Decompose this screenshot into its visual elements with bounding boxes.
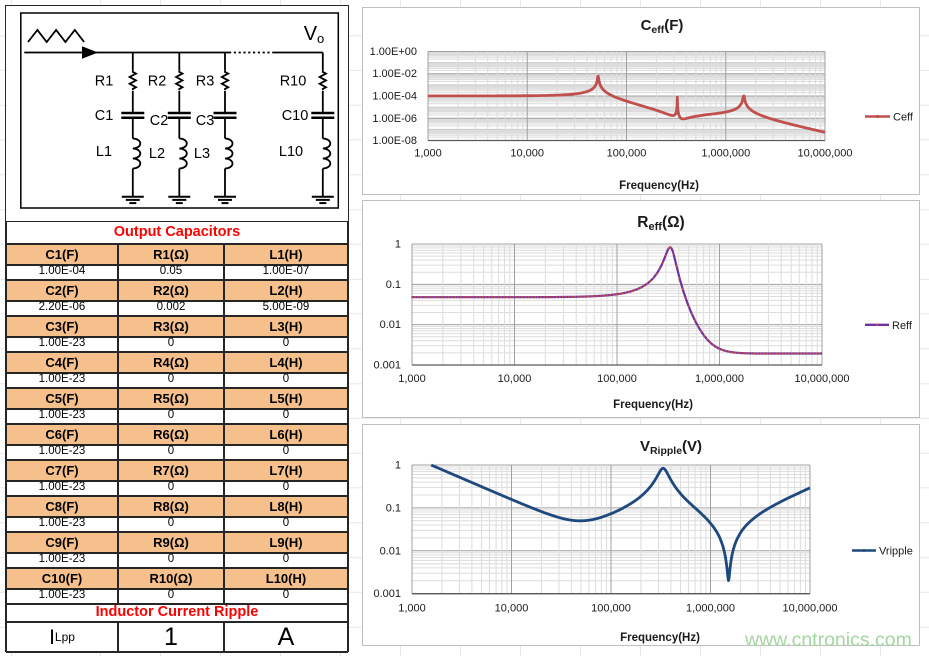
svg-text:0.1: 0.1 xyxy=(386,279,401,291)
svg-text:10,000: 10,000 xyxy=(510,148,544,160)
svg-text:10,000,000: 10,000,000 xyxy=(782,603,837,615)
svg-text:L2: L2 xyxy=(149,146,165,162)
svg-text:Frequency(Hz): Frequency(Hz) xyxy=(613,399,693,411)
svg-text:1,000: 1,000 xyxy=(398,603,426,615)
svg-text:Ceff(F): Ceff(F) xyxy=(641,17,684,36)
svg-text:Frequency(Hz): Frequency(Hz) xyxy=(620,632,700,644)
svg-text:C10: C10 xyxy=(282,108,309,124)
svg-text:0.01: 0.01 xyxy=(380,545,401,557)
svg-text:100,000: 100,000 xyxy=(607,148,647,160)
svg-text:100,000: 100,000 xyxy=(597,373,637,385)
svg-text:10,000: 10,000 xyxy=(498,373,532,385)
svg-text:L1: L1 xyxy=(96,144,112,160)
svg-text:R2: R2 xyxy=(148,74,167,90)
svg-text:1.00E-04: 1.00E-04 xyxy=(372,91,417,103)
svg-text:Reff: Reff xyxy=(892,320,913,332)
svg-text:1.00E-06: 1.00E-06 xyxy=(372,113,417,125)
svg-text:1,000,000: 1,000,000 xyxy=(695,373,744,385)
svg-text:1,000,000: 1,000,000 xyxy=(686,603,735,615)
svg-text:L3: L3 xyxy=(194,146,210,162)
svg-text:10,000: 10,000 xyxy=(495,603,529,615)
svg-text:Vo: Vo xyxy=(304,23,325,46)
svg-text:C1: C1 xyxy=(95,108,114,124)
svg-text:Ceff: Ceff xyxy=(893,112,914,124)
svg-text:10,000,000: 10,000,000 xyxy=(797,148,852,160)
svg-text:R10: R10 xyxy=(280,74,307,90)
svg-text:1.00E-08: 1.00E-08 xyxy=(372,135,417,147)
svg-text:Reff(Ω): Reff(Ω) xyxy=(637,214,684,233)
svg-text:Vripple: Vripple xyxy=(879,546,913,558)
svg-text:0.001: 0.001 xyxy=(373,588,401,600)
svg-text:1: 1 xyxy=(395,460,401,472)
svg-text:C2: C2 xyxy=(150,113,169,129)
svg-text:0.1: 0.1 xyxy=(386,502,401,514)
svg-text:1,000: 1,000 xyxy=(414,148,442,160)
svg-text:0.001: 0.001 xyxy=(373,360,401,372)
svg-text:1: 1 xyxy=(395,239,401,251)
svg-text:1,000: 1,000 xyxy=(398,373,426,385)
svg-text:R1: R1 xyxy=(95,74,114,90)
svg-text:1.00E+00: 1.00E+00 xyxy=(370,46,417,58)
svg-text:C3: C3 xyxy=(196,113,215,129)
svg-text:VRipple(V): VRipple(V) xyxy=(640,438,702,457)
svg-text:100,000: 100,000 xyxy=(591,603,631,615)
svg-text:L10: L10 xyxy=(279,144,303,160)
svg-text:10,000,000: 10,000,000 xyxy=(794,373,849,385)
svg-text:Frequency(Hz): Frequency(Hz) xyxy=(619,180,699,192)
svg-text:R3: R3 xyxy=(196,74,215,90)
svg-text:1.00E-02: 1.00E-02 xyxy=(372,68,417,80)
svg-text:0.01: 0.01 xyxy=(380,319,401,331)
svg-text:1,000,000: 1,000,000 xyxy=(701,148,750,160)
